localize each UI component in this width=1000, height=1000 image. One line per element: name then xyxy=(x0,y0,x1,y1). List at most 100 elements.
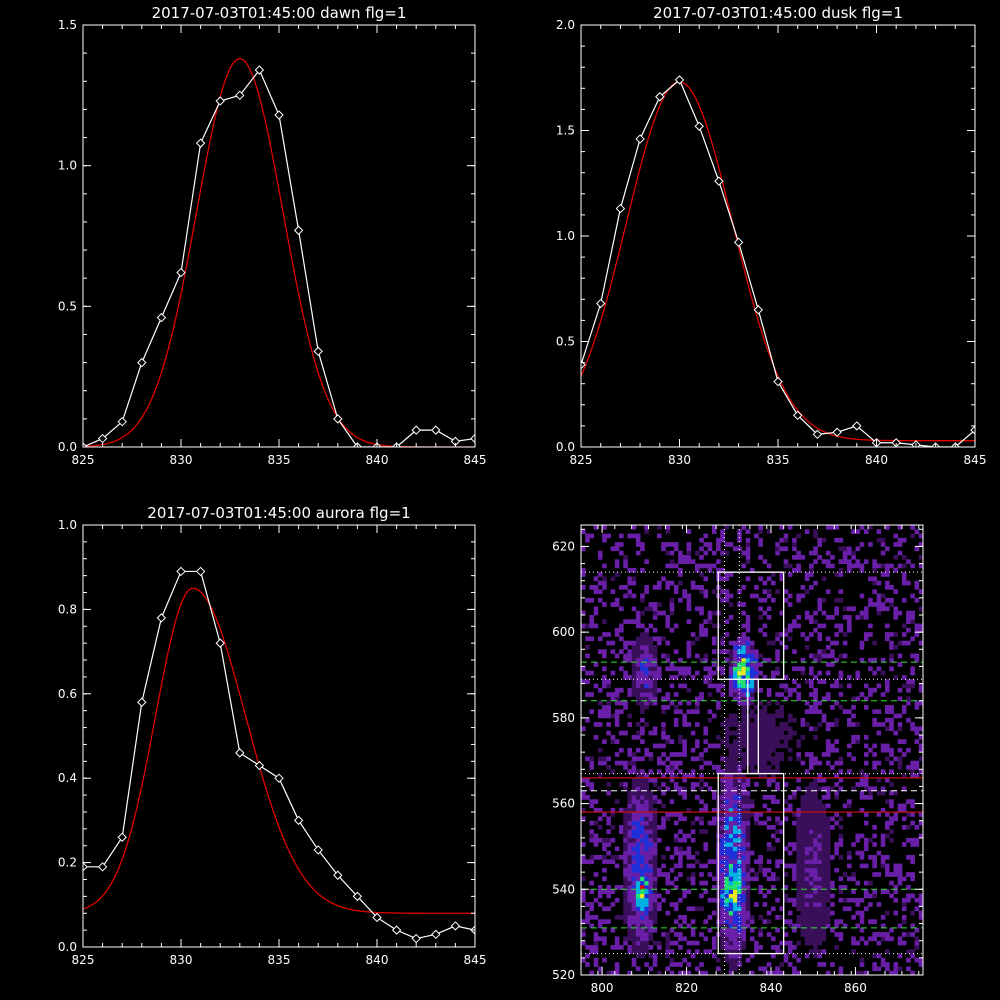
heat-cell xyxy=(847,627,852,633)
heat-cell xyxy=(796,902,801,907)
heat-cell xyxy=(804,645,810,650)
heat-cell xyxy=(661,730,666,736)
heat-cell xyxy=(737,867,742,873)
heat-cell xyxy=(834,679,839,684)
heat-cell xyxy=(834,867,839,873)
heat-cell xyxy=(635,679,641,684)
heat-cell xyxy=(737,816,742,822)
heat-cell xyxy=(872,752,877,757)
x-tick-label: 835 xyxy=(268,953,291,967)
heat-cell xyxy=(745,666,751,672)
heat-cell xyxy=(623,675,628,680)
heat-cell xyxy=(648,752,654,757)
heat-cell xyxy=(724,923,730,929)
heat-cell xyxy=(830,555,835,560)
heat-cell xyxy=(703,803,709,809)
heat-cell xyxy=(809,615,814,620)
heat-cell xyxy=(665,786,671,792)
heat-cell xyxy=(737,897,742,903)
heat-cell xyxy=(754,876,759,882)
heat-cell xyxy=(699,546,704,552)
heat-cell xyxy=(724,829,730,834)
heat-cell xyxy=(589,902,595,907)
heat-cell xyxy=(842,615,848,620)
heat-cell xyxy=(880,572,886,577)
heat-cell xyxy=(728,683,734,689)
heat-cell xyxy=(885,932,890,937)
heat-cell xyxy=(635,897,641,903)
heat-cell xyxy=(644,803,649,809)
heat-cell xyxy=(724,953,730,959)
heat-cell xyxy=(724,906,730,912)
heat-cell xyxy=(737,953,742,959)
heat-cell xyxy=(783,683,789,689)
heat-cell xyxy=(631,786,637,792)
heat-cell xyxy=(847,683,852,689)
heat-cell xyxy=(665,812,671,817)
heat-cell xyxy=(724,722,730,727)
heat-cell xyxy=(716,743,721,749)
heat-cell xyxy=(893,816,899,822)
heat-cell xyxy=(910,876,915,882)
heat-cell xyxy=(745,872,751,877)
heat-cell xyxy=(640,769,645,774)
heat-cell xyxy=(876,610,882,616)
heat-cell xyxy=(745,790,751,796)
heat-cell xyxy=(678,923,683,929)
heat-cell xyxy=(758,606,763,612)
heat-cell xyxy=(906,897,911,903)
heat-cell xyxy=(623,919,628,924)
heat-cell xyxy=(863,940,869,946)
heat-cell xyxy=(830,525,835,530)
heat-cell xyxy=(893,966,899,972)
heat-cell xyxy=(771,756,776,762)
heat-cell xyxy=(838,825,844,830)
heat-cell xyxy=(868,692,873,697)
heat-cell xyxy=(635,777,641,783)
heat-cell xyxy=(614,760,620,766)
heat-cell xyxy=(631,567,637,573)
heat-cell xyxy=(627,812,633,817)
heat-cell xyxy=(897,696,903,702)
heat-cell xyxy=(665,910,671,916)
heat-cell xyxy=(893,589,899,594)
heat-cell xyxy=(758,735,763,740)
heat-cell xyxy=(648,692,654,697)
heat-cell xyxy=(635,906,641,912)
heat-cell xyxy=(640,696,645,702)
heat-cell xyxy=(741,842,747,847)
heat-cell xyxy=(876,730,882,736)
heat-cell xyxy=(792,687,797,693)
data-point xyxy=(254,760,265,771)
heat-cell xyxy=(614,653,620,659)
heat-cell xyxy=(699,563,704,569)
heat-cell xyxy=(754,820,759,826)
heat-cell xyxy=(914,842,920,847)
heat-cell xyxy=(686,653,692,659)
heat-cell xyxy=(796,692,801,697)
heat-cell xyxy=(893,606,899,612)
heat-cell xyxy=(597,687,603,693)
heat-cell xyxy=(619,700,624,706)
heat-cell xyxy=(817,816,823,822)
heat-cell xyxy=(631,645,637,650)
heat-cell xyxy=(741,795,747,800)
heat-cell xyxy=(733,949,738,954)
heat-cell xyxy=(872,919,877,924)
heat-cell xyxy=(699,756,704,762)
heat-cell xyxy=(640,632,645,637)
heat-cell xyxy=(893,555,899,560)
heat-cell xyxy=(695,859,700,864)
heat-cell xyxy=(741,846,747,852)
heat-cell xyxy=(669,760,675,766)
heat-cell xyxy=(859,927,865,933)
heat-cell xyxy=(906,610,911,616)
heat-cell xyxy=(847,850,852,856)
data-point xyxy=(235,90,245,101)
heat-cell xyxy=(809,825,814,830)
heat-cell xyxy=(593,820,599,826)
heat-cell xyxy=(855,546,861,552)
y-tick-label: 0.5 xyxy=(58,299,77,313)
heat-cell xyxy=(779,705,785,710)
heat-cell xyxy=(758,927,763,933)
